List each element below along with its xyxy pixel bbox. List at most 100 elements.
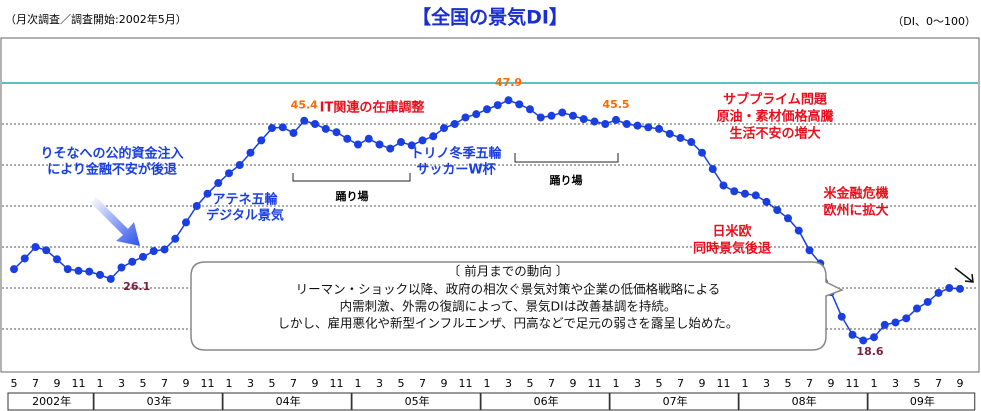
point — [289, 129, 298, 138]
point — [698, 148, 706, 157]
point — [461, 113, 470, 122]
note-line: しかし、雇用悪化や新型インフルエンザ、円高などで足元の弱さを露呈し始めた。 — [278, 316, 739, 331]
point — [526, 105, 534, 114]
point — [601, 120, 610, 128]
year-box — [351, 392, 481, 411]
annotation: アテネ五輪 — [212, 192, 278, 208]
x-tick-label: 5 — [527, 377, 534, 390]
point — [235, 161, 244, 169]
point — [515, 100, 524, 109]
point — [569, 111, 577, 120]
point — [407, 141, 416, 150]
annotation: 日米欧 — [712, 224, 751, 240]
bracket — [292, 173, 411, 182]
x-tick-label: 11 — [459, 377, 473, 390]
year-box — [7, 392, 94, 411]
point — [160, 245, 169, 254]
point — [31, 243, 40, 251]
annotation: トリノ冬季五輪 — [410, 146, 502, 162]
x-tick-label: 3 — [247, 377, 254, 390]
point — [773, 206, 782, 215]
point — [848, 330, 857, 339]
point — [63, 265, 72, 274]
year-box — [867, 392, 976, 411]
point — [85, 267, 94, 276]
x-tick-label: 5 — [398, 377, 405, 390]
x-tick-label: 1 — [226, 377, 233, 390]
point — [751, 191, 760, 200]
year-label: 07年 — [663, 394, 688, 408]
point — [321, 124, 330, 133]
point — [794, 226, 803, 235]
x-tick-label: 3 — [376, 377, 383, 390]
point — [493, 101, 502, 110]
annotation: IT関連の在庫調整 — [320, 100, 426, 116]
point — [837, 312, 846, 321]
x-tick-label: 3 — [634, 377, 641, 390]
point — [558, 108, 567, 117]
point — [20, 254, 29, 263]
point — [300, 116, 309, 125]
year-label: 05年 — [405, 394, 430, 408]
point — [128, 257, 137, 266]
x-tick-label: 1 — [355, 377, 362, 390]
point — [117, 263, 126, 272]
annotation: 生活不安の増大 — [729, 126, 820, 142]
point — [730, 187, 739, 196]
arrow — [91, 197, 140, 246]
point — [246, 148, 255, 157]
point — [96, 270, 104, 279]
x-tick-label: 1 — [742, 377, 749, 390]
point — [676, 133, 685, 142]
annotation: サッカーW杯 — [416, 162, 496, 178]
x-tick-label: 11 — [72, 377, 86, 390]
x-tick-label: 9 — [441, 377, 448, 390]
annotation: サブプライム問題 — [723, 92, 828, 108]
value-label: 26.1 — [123, 280, 150, 293]
x-tick-label: 1 — [484, 377, 491, 390]
arrow — [954, 267, 974, 283]
annotation: により金融不安が後退 — [47, 162, 177, 178]
point — [106, 274, 115, 283]
point — [343, 134, 352, 143]
point — [203, 189, 212, 198]
point — [622, 120, 631, 128]
year-box — [222, 392, 352, 411]
x-tick-label: 11 — [201, 377, 215, 390]
point — [665, 129, 674, 138]
point — [364, 134, 373, 143]
x-tick-label: 1 — [613, 377, 620, 390]
year-box — [738, 392, 868, 411]
x-tick-label: 3 — [118, 377, 125, 390]
x-tick-label: 3 — [505, 377, 512, 390]
plot-frame — [0, 37, 980, 373]
point — [687, 138, 696, 147]
point — [590, 117, 599, 126]
point — [214, 179, 223, 188]
year-box — [93, 392, 223, 411]
point — [880, 320, 889, 329]
point — [891, 318, 900, 327]
year-label: 04年 — [276, 394, 301, 408]
point — [708, 165, 717, 174]
year-label: 2002年 — [32, 394, 71, 408]
point — [450, 120, 459, 128]
x-tick-label: 9 — [828, 377, 835, 390]
point — [257, 136, 266, 145]
x-tick-label: 5 — [914, 377, 921, 390]
annotation: 米金融危機 — [823, 186, 888, 202]
point — [418, 136, 427, 145]
x-tick-label: 11 — [330, 377, 344, 390]
point — [902, 314, 911, 323]
x-tick-label: 5 — [656, 377, 663, 390]
point — [741, 189, 749, 198]
x-tick-label: 11 — [588, 377, 602, 390]
x-tick-label: 5 — [11, 377, 18, 390]
x-tick-label: 1 — [871, 377, 878, 390]
year-box — [480, 392, 610, 411]
point — [42, 246, 51, 255]
x-tick-label: 7 — [419, 377, 426, 390]
point — [278, 123, 287, 132]
point — [171, 234, 180, 243]
